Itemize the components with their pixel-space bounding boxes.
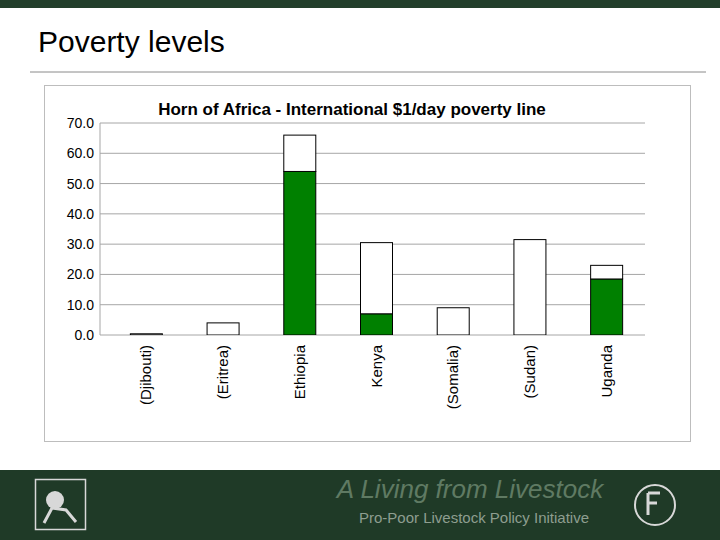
bars: [130, 135, 622, 335]
y-tick-label: 20.0: [67, 266, 94, 282]
bar-segment: [130, 335, 162, 336]
chart-title: Horn of Africa - International $1/day po…: [158, 100, 546, 119]
bar-segment: [591, 279, 623, 335]
title-rule: [30, 72, 706, 73]
y-tick-label: 0.0: [75, 327, 95, 343]
grid-line: [100, 183, 645, 184]
grid-line: [100, 213, 645, 214]
bar-segment: [591, 265, 623, 279]
y-tick-label: 70.0: [67, 115, 94, 131]
category-label: (Eritrea): [214, 345, 231, 399]
logo-figure: [44, 508, 76, 523]
category-label: (Somalia): [444, 345, 461, 409]
y-tick-label: 50.0: [67, 176, 94, 192]
bar-segment: [284, 171, 316, 335]
bar-segment: [207, 323, 239, 335]
bar-segment: [361, 243, 393, 314]
slide-title: Poverty levels: [38, 25, 225, 58]
bar-segment: [514, 240, 546, 335]
y-tick-label: 60.0: [67, 145, 94, 161]
footer-title: A Living from Livestock: [335, 474, 605, 504]
fao-logo: [648, 493, 660, 515]
footer-subtitle: Pro-Poor Livestock Policy Initiative: [359, 509, 589, 526]
category-label: (Djibouti): [137, 345, 154, 405]
y-tick-label: 30.0: [67, 236, 94, 252]
grid-line: [100, 123, 645, 124]
y-axis: [100, 123, 101, 335]
chart-frame: [45, 86, 691, 442]
y-tick-label: 40.0: [67, 206, 94, 222]
grid-line: [100, 153, 645, 154]
logo-figure: [46, 491, 64, 509]
bar-segment: [437, 308, 469, 335]
category-label: (Sudan): [521, 345, 538, 398]
slide: Poverty levels Horn of Africa - Internati…: [0, 0, 720, 540]
top-band: [0, 0, 720, 8]
bar-segment: [130, 334, 162, 335]
fao-logo: [635, 485, 675, 525]
bar-segment: [284, 135, 316, 171]
y-tick-label: 10.0: [67, 297, 94, 313]
category-label: Uganda: [598, 344, 615, 397]
bar-segment: [361, 314, 393, 335]
logo-box: [36, 480, 86, 530]
footer-band: [0, 470, 720, 540]
category-label: Kenya: [368, 344, 385, 387]
category-label: Ethiopia: [291, 344, 308, 399]
